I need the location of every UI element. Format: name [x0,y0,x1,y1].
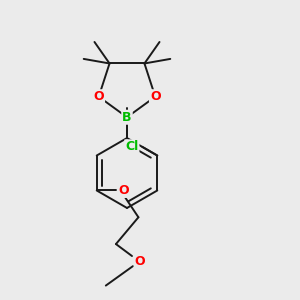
Text: B: B [122,111,132,124]
Text: O: O [119,184,129,197]
Text: Cl: Cl [125,140,139,153]
Text: O: O [150,90,160,103]
Text: O: O [135,255,146,268]
Text: O: O [93,90,104,103]
